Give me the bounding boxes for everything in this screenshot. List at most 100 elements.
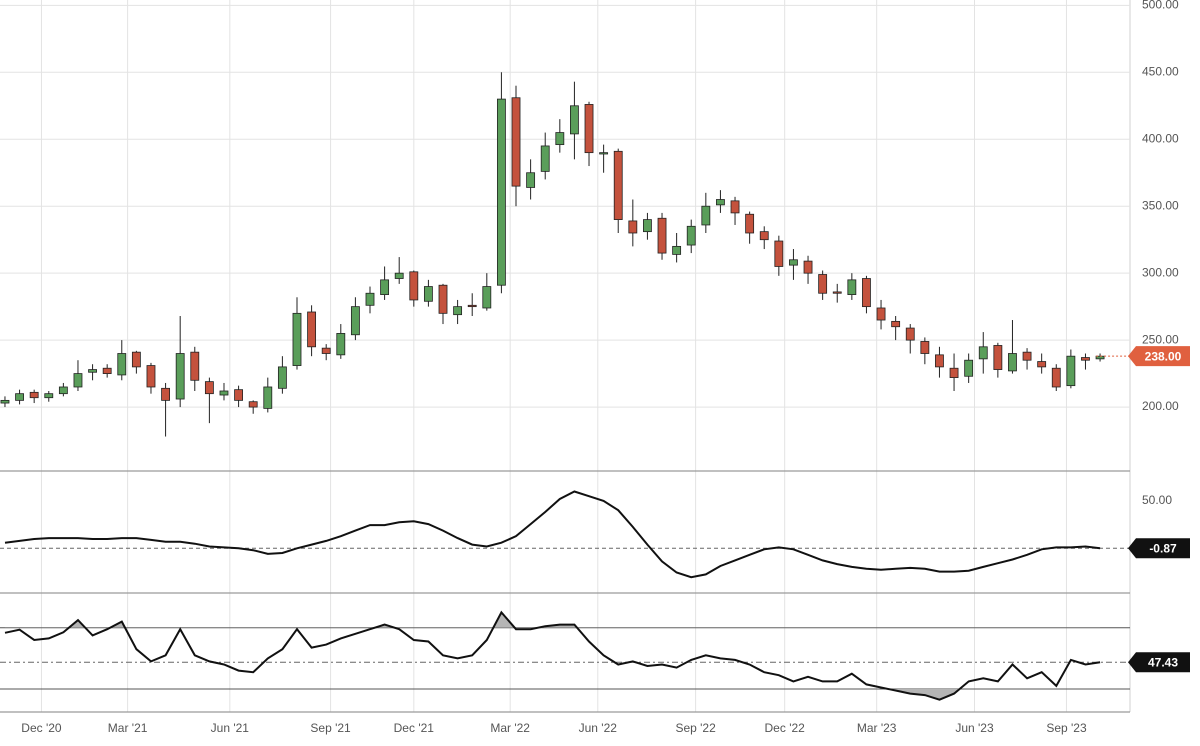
candle-body	[643, 219, 652, 233]
candle-body	[978, 346, 988, 360]
candle-body	[803, 260, 813, 274]
candle-body	[949, 367, 959, 379]
candle-body	[496, 98, 506, 286]
candle-body	[482, 286, 492, 309]
candle-body	[555, 132, 565, 146]
candle-body	[248, 401, 258, 408]
x-tick-label: Dec '21	[394, 721, 435, 735]
x-tick-label: Mar '23	[857, 721, 897, 735]
x-tick-label: Sep '21	[310, 721, 351, 735]
candle-body	[818, 274, 828, 294]
candle-body	[438, 284, 448, 314]
indicator-line	[4, 610, 1101, 701]
x-tick-label: Sep '23	[1046, 721, 1087, 735]
x-tick-label: Mar '22	[490, 721, 530, 735]
y-tick-label: 200.00	[1142, 399, 1179, 413]
candle-body	[161, 387, 170, 401]
x-tick-label: Dec '22	[765, 721, 806, 735]
candle-body	[131, 351, 141, 368]
candle-body	[15, 393, 24, 401]
candle-body	[380, 279, 390, 295]
candle-body	[73, 373, 83, 388]
candle-body	[672, 245, 682, 255]
candle-body	[350, 306, 360, 336]
candle-body	[277, 366, 287, 389]
x-tick-label: Dec '20	[21, 721, 62, 735]
y-tick-label: 450.00	[1142, 64, 1179, 78]
value-tag-label: 47.43	[1148, 655, 1178, 669]
candle-body	[628, 220, 638, 234]
candle-body	[613, 150, 623, 221]
y-tick-label: 50.00	[1142, 493, 1172, 507]
value-tag	[1128, 538, 1190, 559]
candle-body	[993, 345, 1003, 370]
candle-body	[540, 145, 550, 172]
candle-body	[204, 381, 214, 395]
candle-body	[453, 306, 463, 316]
last-price-tag	[1128, 346, 1190, 367]
x-tick-label: Jun '22	[579, 721, 618, 735]
candle-body	[891, 320, 901, 328]
candle-body	[862, 278, 871, 308]
candle-body	[409, 271, 419, 301]
last-price-label: 238.00	[1145, 349, 1182, 363]
candle-body	[599, 152, 609, 155]
candle-body	[847, 279, 857, 295]
candle-body	[263, 386, 273, 409]
candle-body	[730, 200, 740, 214]
y-tick-label: 500.00	[1142, 0, 1179, 12]
candle-body	[1022, 351, 1032, 361]
candle-body	[1081, 357, 1090, 361]
candle-body	[1051, 367, 1061, 388]
candle-body	[307, 311, 317, 348]
candle-body	[759, 231, 769, 241]
candle-body	[920, 341, 930, 354]
indicator-line	[4, 490, 1101, 579]
y-tick-label: 350.00	[1142, 198, 1179, 212]
candle-body	[336, 333, 346, 356]
x-tick-label: Mar '21	[108, 721, 148, 735]
candle-body	[190, 351, 200, 381]
candle-body	[365, 292, 375, 306]
candle-body	[584, 104, 594, 154]
candle-body	[102, 367, 112, 374]
candle-body	[526, 172, 536, 188]
candle-body	[935, 354, 944, 368]
candle-body	[511, 97, 521, 187]
candle-body	[117, 353, 127, 376]
candle-body	[44, 393, 54, 399]
candle-body	[467, 304, 477, 308]
candle-body	[292, 312, 302, 366]
candle-body	[657, 217, 667, 254]
value-tag-label: -0.87	[1149, 541, 1177, 555]
candle-body	[1066, 355, 1076, 387]
candle-body	[146, 365, 156, 388]
candle-body	[394, 272, 404, 279]
y-tick-label: 400.00	[1142, 131, 1179, 145]
candle-body	[0, 399, 10, 404]
x-tick-label: Sep '22	[675, 721, 716, 735]
y-tick-label: 300.00	[1142, 265, 1179, 279]
candle-body	[745, 213, 755, 234]
candle-body	[832, 291, 842, 294]
candle-body	[88, 369, 97, 373]
x-tick-label: Jun '23	[955, 721, 994, 735]
candle-body	[905, 327, 915, 341]
candle-body	[774, 240, 784, 267]
candle-body	[1008, 353, 1017, 372]
x-tick-label: Jun '21	[211, 721, 250, 735]
candle-body	[964, 359, 974, 377]
candle-body	[58, 386, 68, 395]
candle-body	[789, 259, 798, 266]
candle-body	[234, 389, 244, 401]
candle-body	[321, 347, 331, 354]
candle-body	[1037, 361, 1047, 368]
candle-body	[716, 199, 725, 206]
candle-body	[29, 391, 39, 399]
candle-body	[175, 353, 185, 400]
candle-body	[701, 205, 711, 226]
candle-body	[570, 105, 579, 135]
candle-body	[876, 307, 886, 321]
candle-body	[423, 286, 433, 302]
